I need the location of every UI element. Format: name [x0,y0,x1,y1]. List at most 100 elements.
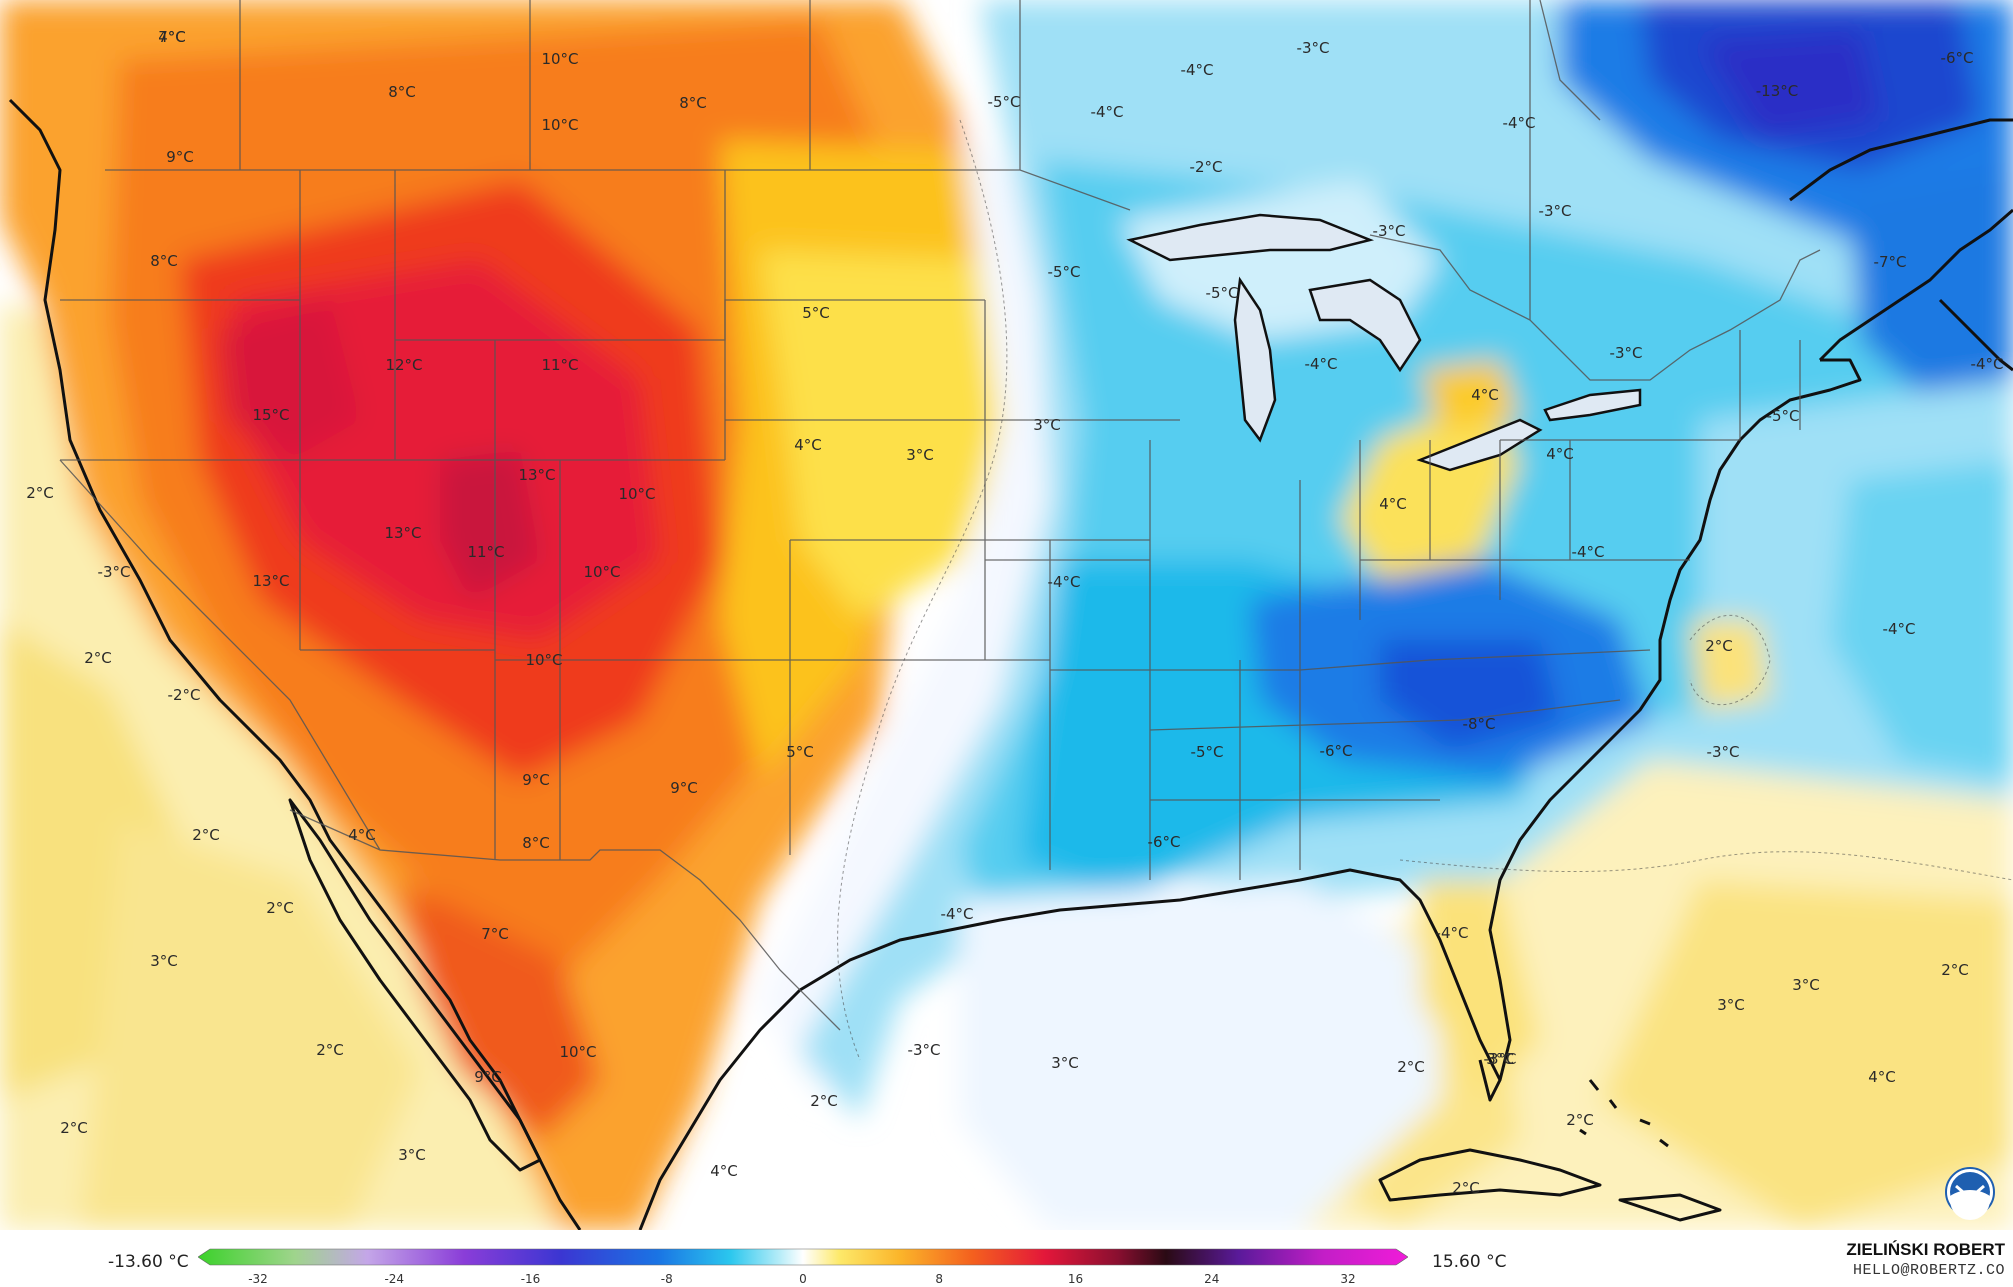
temperature-label: -4°C [1971,355,2004,373]
temperature-label: 7°C [158,28,186,46]
temperature-label: -4°C [1503,114,1536,132]
temperature-label: 5°C [802,304,830,322]
temperature-label: -4°C [1436,924,1469,942]
temperature-label: -2°C [168,686,201,704]
temperature-label: -5°C [1191,743,1224,761]
temperature-label: -4°C [1883,620,1916,638]
legend-bar: -13.60 °C [0,1230,2013,1287]
temperature-label: 9°C [166,148,194,166]
colorbar-tick-label: -24 [384,1272,405,1286]
temperature-label: 2°C [1566,1111,1594,1129]
temperature-label: -6°C [1148,833,1181,851]
temperature-label: 3°C [1051,1054,1079,1072]
temperature-label: -4°C [1091,103,1124,121]
colorbar-tick-label: 32 [1340,1272,1356,1286]
temperature-label: -5°C [988,93,1021,111]
author-email[interactable]: HELLO@ROBERTZ.CO [1852,1262,2005,1279]
temperature-label: -3°C [1484,1050,1517,1068]
temperature-label: 4°C [158,28,186,46]
temperature-label: -5°C [1048,263,1081,281]
state-borders [59,0,1821,1031]
colorbar-tick-label: -32 [248,1272,268,1286]
temperature-label: 4°C [794,436,822,454]
temperature-label: 13°C [518,466,555,484]
temperature-label: 3°C [906,446,934,464]
temperature-label: 2°C [1941,961,1969,979]
temperature-label: -4°C [1181,61,1214,79]
temperature-label: -3°C [98,563,131,581]
colorbar-tick-label: -16 [520,1272,541,1286]
colorbar-tick-label: 8 [935,1272,944,1286]
temperature-label: 2°C [60,1119,88,1137]
temperature-label: 4°C [710,1162,738,1180]
temperature-label: -3°C [1707,743,1740,761]
noaa-logo-icon [1945,1167,1995,1220]
temperature-label: 11°C [541,356,578,374]
author-credit: ZIELIŃSKI ROBERT [1846,1240,2005,1259]
temperature-label: -13°C [1756,82,1798,100]
temperature-label: 8°C [388,83,416,101]
temperature-label: 9°C [522,771,550,789]
temperature-label: -4°C [1572,543,1605,561]
temperature-label: -3°C [1373,222,1406,240]
temperature-label: 4°C [1471,386,1499,404]
temperature-label: 10°C [525,651,562,669]
temperature-label: 8°C [150,252,178,270]
great-lakes [1126,213,1642,472]
temperature-labels: 7°C 10°C 8°C 8°C 10°C 9°C 8°C 12°C 15°C 11°C 13°C 1… [26,28,2003,1197]
temperature-label: -4°C [1048,573,1081,591]
colorbar-tick-label: 24 [1204,1272,1220,1286]
temperature-label: 8°C [522,834,550,852]
temperature-label: 10°C [541,50,578,68]
temperature-label: 9°C [670,779,698,797]
temperature-label: 3°C [398,1146,426,1164]
temperature-label: -4°C [1305,355,1338,373]
temperature-field [0,0,2013,1230]
temperature-label: -6°C [1320,742,1353,760]
temperature-label: -3°C [1539,202,1572,220]
temperature-label: 2°C [266,899,294,917]
temperature-label: 4°C [1868,1068,1896,1086]
temperature-label: -4°C [941,905,974,923]
temperature-label: 2°C [1705,637,1733,655]
temperature-label: 3°C [1033,416,1061,434]
temperature-label: 2°C [1397,1058,1425,1076]
temperature-label: 3°C [1486,1050,1514,1068]
temperature-label: 2°C [316,1041,344,1059]
temperature-label: 3°C [1717,996,1745,1014]
temperature-label: 15°C [252,406,289,424]
temperature-label: 13°C [252,572,289,590]
temperature-label: 10°C [583,563,620,581]
temperature-label: 10°C [541,116,578,134]
temperature-label: 4°C [348,826,376,844]
temperature-label: 5°C [786,743,814,761]
colorbar-tick-label: 16 [1067,1272,1084,1286]
temperature-label: 2°C [192,826,220,844]
temperature-label: 3°C [1792,976,1820,994]
temperature-label: -8°C [1463,715,1496,733]
temperature-label: 10°C [618,485,655,503]
colorbar-tick-label: -8 [660,1272,673,1286]
temperature-label: 8°C [679,94,707,112]
temperature-label: -3°C [908,1041,941,1059]
temperature-label: 2°C [810,1092,838,1110]
legend-max-label: 15.60 °C [1432,1252,1507,1272]
color-scale [198,1248,1408,1266]
temperature-label: -5°C [1206,284,1239,302]
temperature-label: 2°C [26,484,54,502]
legend-min-label: -13.60 °C [108,1252,189,1272]
temperature-label: 10°C [559,1043,596,1061]
temperature-label: -2°C [1190,158,1223,176]
temperature-label: -7°C [1874,253,1907,271]
coastline [8,98,2013,1230]
temperature-anomaly-map[interactable]: 7°C 10°C 8°C 8°C 10°C 9°C 8°C 12°C 15°C 11°C 13°C 1… [0,0,2013,1230]
colorbar-tick-label: 0 [799,1272,807,1286]
temperature-label: -6°C [1941,49,1974,67]
temperature-label: 2°C [84,649,112,667]
temperature-label: 3°C [150,952,178,970]
temperature-label: 2°C [1452,1179,1480,1197]
temperature-label: 12°C [385,356,422,374]
temperature-label: 9°C [474,1068,502,1086]
temperature-label: 7°C [481,925,509,943]
zero-contour [837,119,2013,1061]
